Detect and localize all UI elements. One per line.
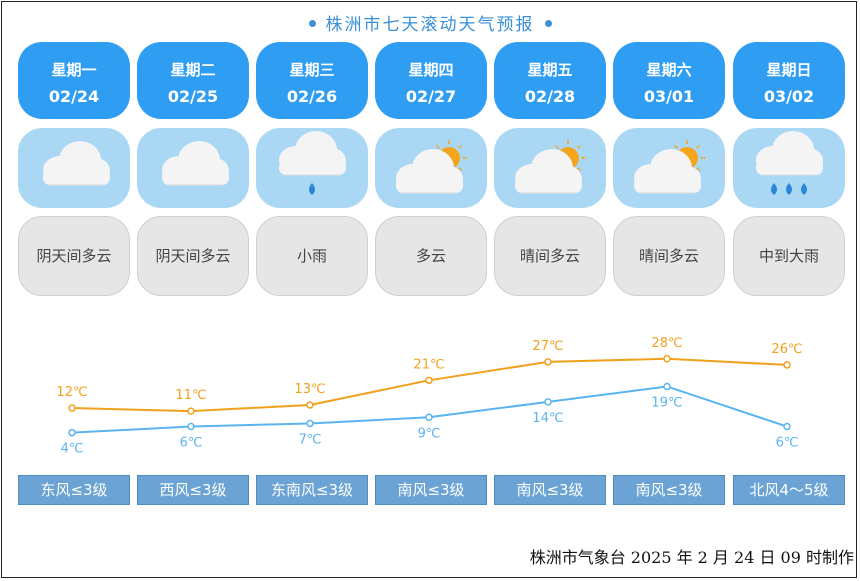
weekday-label: 星期日 xyxy=(766,61,812,79)
weather-description: 阴天间多云 xyxy=(18,216,130,296)
high-temp-point xyxy=(544,358,552,366)
heavy-rain-icon xyxy=(733,128,845,208)
high-temp-label: 28℃ xyxy=(651,336,682,351)
high-temp-label: 26℃ xyxy=(771,342,802,357)
date-label: 03/02 xyxy=(763,87,815,106)
low-temp-label: 7℃ xyxy=(299,432,322,447)
title-dot-right xyxy=(544,19,552,27)
date-label: 03/01 xyxy=(643,87,695,106)
wind-label: 南风≤3级 xyxy=(494,475,606,505)
weekday-label: 星期三 xyxy=(289,61,335,79)
wind-label: 北风4～5级 xyxy=(733,475,845,505)
high-temp-label: 12℃ xyxy=(56,385,87,400)
high-temp-point xyxy=(306,401,314,409)
weekday-label: 星期一 xyxy=(51,61,97,79)
temperature-chart: 12℃ 11℃ 13℃ 21℃ 27℃ 28℃ 26℃ 4℃ 6℃ 7℃ 9℃ 14℃ 19℃ 6℃ xyxy=(56,336,802,457)
high-temp-label: 13℃ xyxy=(294,382,325,397)
high-temp-label: 11℃ xyxy=(175,388,206,403)
day-header-3: 星期四 02/27 xyxy=(375,42,487,119)
low-temp-label: 19℃ xyxy=(651,395,682,410)
wind-label: 南风≤3级 xyxy=(375,475,487,505)
weather-description: 晴间多云 xyxy=(494,216,606,296)
day-header-4: 星期五 02/28 xyxy=(494,42,606,119)
low-temp-label: 6℃ xyxy=(180,436,203,451)
low-temp-label: 6℃ xyxy=(776,436,799,451)
weather-description: 中到大雨 xyxy=(733,216,845,296)
sunny-cloudy-icon xyxy=(613,128,725,208)
weather-description: 晴间多云 xyxy=(613,216,725,296)
high-temp-point xyxy=(68,404,76,412)
high-temp-point xyxy=(783,361,791,369)
date-label: 02/26 xyxy=(286,87,338,106)
low-temp-label: 4℃ xyxy=(61,442,84,457)
wind-label: 西风≤3级 xyxy=(137,475,249,505)
date-label: 02/28 xyxy=(524,87,576,106)
sunny-cloudy-icon xyxy=(494,128,606,208)
day-header-6: 星期日 03/02 xyxy=(733,42,845,119)
wind-label: 南风≤3级 xyxy=(613,475,725,505)
high-temp-point xyxy=(425,376,433,385)
cloudy-icon xyxy=(18,128,130,208)
title-dot-left xyxy=(308,19,316,27)
low-temp-point xyxy=(663,382,671,391)
high-temp-label: 27℃ xyxy=(532,339,563,354)
weekday-label: 星期五 xyxy=(527,61,573,79)
footer-credit: 株洲市气象台 2025 年 2 月 24 日 09 时制作 xyxy=(529,548,854,567)
cloudy-icon xyxy=(137,128,249,208)
high-temp-label: 21℃ xyxy=(413,357,444,372)
low-temp-point xyxy=(544,398,552,406)
weekday-label: 星期四 xyxy=(408,61,454,79)
weather-description: 多云 xyxy=(375,216,487,296)
date-label: 02/25 xyxy=(167,87,219,106)
wind-label: 东南风≤3级 xyxy=(256,475,368,505)
date-label: 02/24 xyxy=(48,87,100,106)
low-temp-point xyxy=(68,428,76,437)
title-text: 株洲市七天滚动天气预报 xyxy=(325,15,535,35)
weather-description: 阴天间多云 xyxy=(137,216,249,296)
light-rain-icon xyxy=(256,128,368,208)
page-title: 株洲市七天滚动天气预报 xyxy=(0,10,860,35)
weekday-label: 星期六 xyxy=(646,61,692,79)
date-label: 02/27 xyxy=(405,87,457,106)
partly-cloudy-icon xyxy=(375,128,487,208)
day-header-5: 星期六 03/01 xyxy=(613,42,725,119)
day-header-1: 星期二 02/25 xyxy=(137,42,249,119)
weather-description: 小雨 xyxy=(256,216,368,296)
low-temp-label: 14℃ xyxy=(532,411,563,426)
weekday-label: 星期二 xyxy=(170,61,216,79)
day-header-2: 星期三 02/26 xyxy=(256,42,368,119)
day-header-0: 星期一 02/24 xyxy=(18,42,130,119)
low-temp-label: 9℃ xyxy=(418,426,441,441)
wind-label: 东风≤3级 xyxy=(18,475,130,505)
high-temp-point xyxy=(187,407,195,415)
low-temp-point xyxy=(187,422,195,431)
low-temp-point xyxy=(783,422,791,431)
low-temp-point xyxy=(306,419,314,428)
low-temp-point xyxy=(425,413,433,422)
high-temp-point xyxy=(663,355,671,363)
